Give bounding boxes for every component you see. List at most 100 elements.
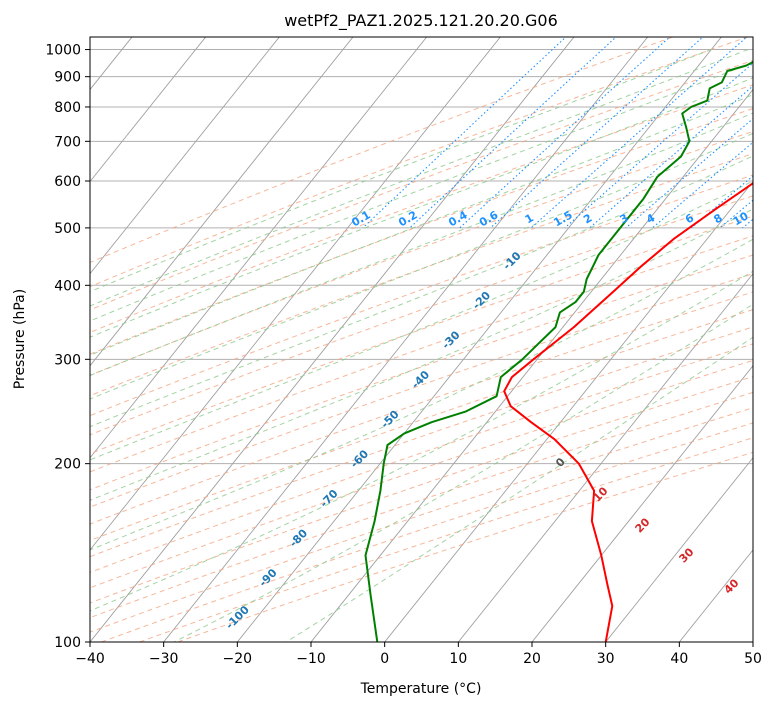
y-tick-label: 200 xyxy=(54,457,81,473)
dry-adiabat-line xyxy=(90,37,675,264)
temperature-profile-line xyxy=(503,182,753,642)
mixing-ratio-label: 0.4 xyxy=(446,208,470,229)
y-axis-label: Pressure (hPa) xyxy=(12,289,28,389)
y-axis-ticks: 100 200 300 400 500 600 700 800 900 1000 xyxy=(45,43,90,651)
y-tick-label: 500 xyxy=(54,221,81,237)
mixing-ratio-label: 0.1 xyxy=(349,208,372,229)
background-lines xyxy=(0,25,775,655)
x-tick-label: −20 xyxy=(223,651,253,667)
x-tick-label: 40 xyxy=(670,651,688,667)
mixing-ratio-label: 0.6 xyxy=(477,208,501,229)
y-tick-label: 300 xyxy=(54,352,81,368)
plot-frame xyxy=(89,36,754,643)
mixing-ratio-line xyxy=(690,175,753,229)
isotherm-line xyxy=(752,641,753,642)
profile-series xyxy=(364,60,753,642)
mixing-ratio-label: 0.2 xyxy=(396,208,419,229)
dry-adiabat-label: 0 xyxy=(553,455,568,470)
x-tick-label: −30 xyxy=(149,651,179,667)
x-axis-ticks: −40 −30 −20 −10 0 10 20 30 40 50 xyxy=(75,642,762,667)
y-tick-label: 100 xyxy=(54,635,81,651)
dry-adiabat-line xyxy=(176,451,753,642)
dry-adiabat-line xyxy=(90,326,753,558)
isotherm-line xyxy=(90,37,428,459)
dry-adiabat-label: 30 xyxy=(677,545,697,565)
moist-adiabat-label: -30 xyxy=(439,328,462,351)
dry-adiabat-line xyxy=(90,195,753,436)
x-tick-label: 10 xyxy=(449,651,467,667)
isotherm-line xyxy=(457,272,753,642)
isotherm-line xyxy=(90,37,354,367)
y-tick-label: 600 xyxy=(54,174,81,190)
y-tick-label: 1000 xyxy=(45,43,81,59)
dry-adiabat-line xyxy=(90,359,753,589)
moist-adiabat-line xyxy=(90,77,753,338)
moist-adiabat-label: -70 xyxy=(317,487,340,510)
dry-adiabat-line xyxy=(90,215,753,455)
dry-adiabat-line xyxy=(90,130,753,376)
dry-adiabat-line xyxy=(90,174,753,417)
y-tick-label: 800 xyxy=(54,100,81,116)
mixing-ratio-label: 4 xyxy=(644,211,657,226)
mixing-ratio-line xyxy=(490,37,704,229)
moist-adiabat-line xyxy=(90,155,753,428)
isotherm-line xyxy=(236,37,722,642)
dry-adiabat-line xyxy=(90,37,750,288)
isotherm-line xyxy=(0,25,68,655)
moist-adiabat-label: -80 xyxy=(287,526,310,549)
moist-adiabat-line xyxy=(90,61,753,322)
moist-adiabat-line xyxy=(90,112,753,377)
x-tick-label: 50 xyxy=(744,651,762,667)
mixing-ratio-line xyxy=(409,37,617,229)
isotherm-line xyxy=(384,180,753,642)
x-tick-label: −40 xyxy=(75,651,105,667)
dry-adiabat-line xyxy=(90,309,753,542)
dry-adiabat-line xyxy=(90,254,753,491)
moist-adiabat-line xyxy=(90,238,753,551)
dry-adiabat-label: 40 xyxy=(722,576,742,596)
mixing-ratio-line xyxy=(564,62,753,229)
dry-adiabat-line xyxy=(138,437,753,642)
x-axis-label: Temperature (°C) xyxy=(360,681,482,697)
mixing-ratio-label: 1 xyxy=(523,211,536,226)
y-tick-label: 700 xyxy=(54,134,81,150)
mixing-ratio-line xyxy=(625,117,753,229)
moist-adiabat-line xyxy=(90,270,753,612)
mixing-ratio-line xyxy=(589,85,753,229)
line-labels: 0.10.20.40.611.52346810131620253036-100-… xyxy=(223,208,775,632)
mixing-ratio-line xyxy=(362,37,567,229)
mixing-ratio-label: 1.5 xyxy=(551,208,574,229)
moist-adiabat-label: -20 xyxy=(470,289,493,312)
x-tick-label: 0 xyxy=(380,651,389,667)
dewpoint-profile-line xyxy=(364,60,753,642)
isotherm-line xyxy=(90,37,280,275)
moist-adiabat-line xyxy=(90,180,753,461)
moist-adiabat-line xyxy=(90,208,753,501)
dry-adiabat-line xyxy=(90,84,753,333)
y-tick-label: 900 xyxy=(54,70,81,86)
x-tick-label: −10 xyxy=(296,651,326,667)
y-tick-label: 400 xyxy=(54,278,81,294)
dry-adiabat-line xyxy=(90,407,753,633)
x-tick-label: 30 xyxy=(597,651,615,667)
moist-adiabat-line xyxy=(90,49,712,293)
moist-adiabat-line xyxy=(90,132,753,400)
mixing-ratio-line xyxy=(770,25,775,228)
dry-adiabat-line xyxy=(90,108,753,355)
moist-adiabat-label: -10 xyxy=(500,249,523,272)
dry-adiabat-line xyxy=(90,153,753,397)
moist-adiabat-label: -40 xyxy=(409,368,432,391)
isotherm-line xyxy=(531,365,753,642)
isotherm-line xyxy=(90,37,207,183)
dry-adiabat-line xyxy=(90,273,753,508)
moist-adiabat-line xyxy=(173,303,753,642)
dry-adiabat-line xyxy=(100,422,753,642)
x-tick-label: 20 xyxy=(523,651,541,667)
mixing-ratio-line xyxy=(652,141,753,229)
isotherm-line xyxy=(163,37,649,642)
mixing-ratio-label: 13 xyxy=(758,209,775,228)
dry-adiabat-line xyxy=(90,235,753,473)
moist-adiabat-line xyxy=(90,94,753,356)
dry-adiabat-line xyxy=(90,375,753,604)
